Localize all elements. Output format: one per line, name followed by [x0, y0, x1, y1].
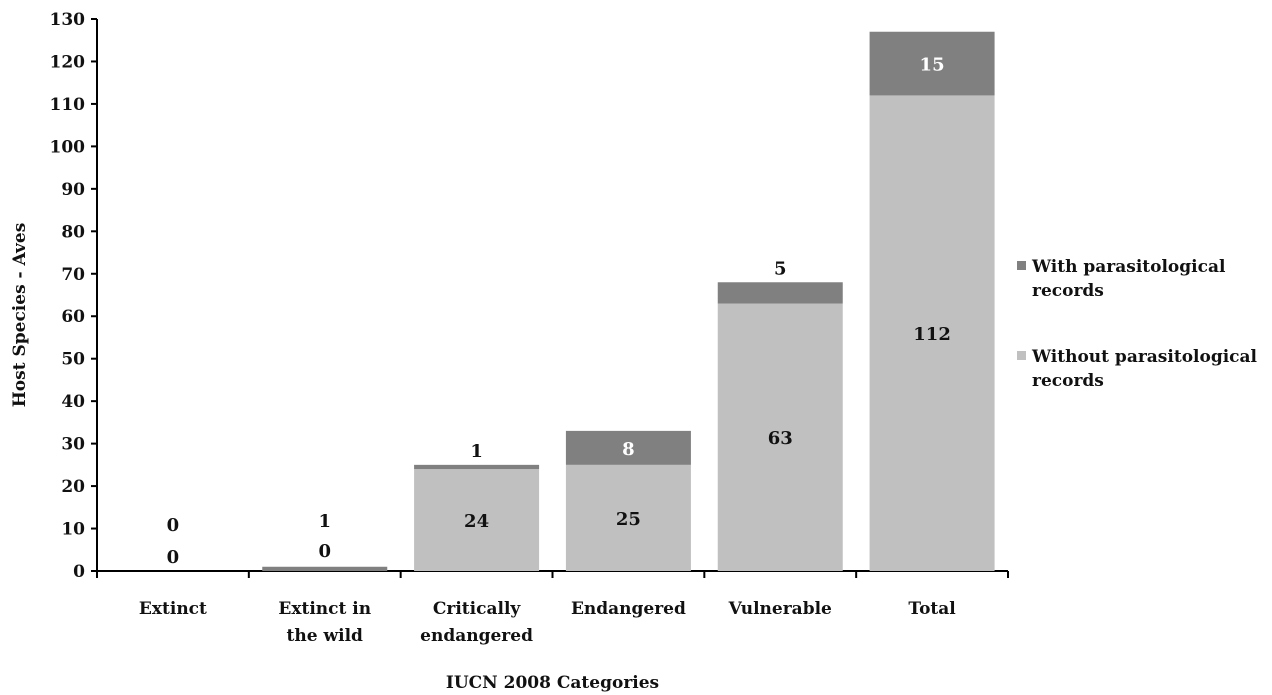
- y-tick-label: 50: [61, 350, 85, 370]
- data-label: 0: [167, 515, 180, 536]
- y-tick-label: 30: [61, 435, 85, 455]
- bar-without-2: [414, 469, 540, 571]
- bar-with-3: [565, 430, 691, 465]
- y-tick-label: 130: [50, 10, 86, 30]
- y-tick-label: 20: [61, 477, 85, 497]
- legend-label: With parasitological: [1031, 257, 1226, 277]
- y-tick-label: 90: [61, 180, 85, 200]
- x-tick-label: Extinct: [139, 599, 207, 619]
- legend-label: records: [1032, 371, 1104, 391]
- y-axis-title: Host Species - Aves: [10, 223, 30, 408]
- y-tick-label: 100: [50, 137, 86, 157]
- data-label: 112: [913, 324, 951, 345]
- data-label: 5: [774, 258, 787, 279]
- x-tick-label: Vulnerable: [728, 599, 832, 619]
- data-label: 1: [318, 511, 331, 532]
- y-tick-label: 0: [73, 562, 85, 582]
- data-label: 15: [920, 55, 945, 76]
- x-tick-label: the wild: [287, 626, 363, 646]
- y-tick-label: 110: [50, 95, 86, 115]
- bar-without-4: [717, 303, 843, 571]
- data-label: 8: [622, 439, 635, 460]
- x-tick-label: Extinct in: [278, 599, 371, 619]
- y-axis: 0 10 20 30 40 50 60 70 80 90 100 110 120 130: [50, 10, 98, 582]
- legend-swatch: [1017, 261, 1026, 270]
- y-tick-label: 10: [61, 520, 85, 540]
- data-label: 1: [470, 441, 483, 462]
- x-tick-label: Critically: [433, 599, 522, 619]
- category-labels: Extinct Extinct in the wild Critically endan…: [139, 599, 956, 646]
- x-axis-title: IUCN 2008 Categories: [446, 673, 659, 693]
- bars: [262, 31, 995, 571]
- bar-without-3: [565, 464, 691, 571]
- data-label: 0: [167, 547, 180, 568]
- legend: With parasitological records Without paras…: [1017, 257, 1258, 391]
- data-label: 63: [768, 428, 793, 449]
- y-tick-label: 60: [61, 307, 85, 327]
- y-tick-label: 120: [50, 52, 86, 72]
- x-tick-label: Total: [908, 599, 956, 619]
- legend-label: records: [1032, 281, 1104, 301]
- y-tick-label: 80: [61, 222, 85, 242]
- legend-label: Without parasitological: [1031, 347, 1258, 367]
- data-label: 25: [616, 509, 641, 530]
- data-label: 24: [464, 511, 489, 532]
- legend-swatch: [1017, 351, 1026, 360]
- y-tick-label: 70: [61, 265, 85, 285]
- x-tick-label: Endangered: [571, 599, 686, 619]
- bar-with-4: [717, 282, 843, 304]
- x-axis: [96, 570, 1009, 578]
- bar-without-5: [869, 95, 995, 571]
- data-labels: 0 0 0 1 24 1 25 8 63 5 112 15: [167, 55, 951, 568]
- bar-with-5: [869, 31, 995, 96]
- data-label: 0: [318, 541, 331, 562]
- bar-with-1: [262, 566, 388, 571]
- y-tick-label: 40: [61, 392, 85, 412]
- bar-with-2: [414, 464, 540, 470]
- x-tick-label: endangered: [420, 626, 533, 646]
